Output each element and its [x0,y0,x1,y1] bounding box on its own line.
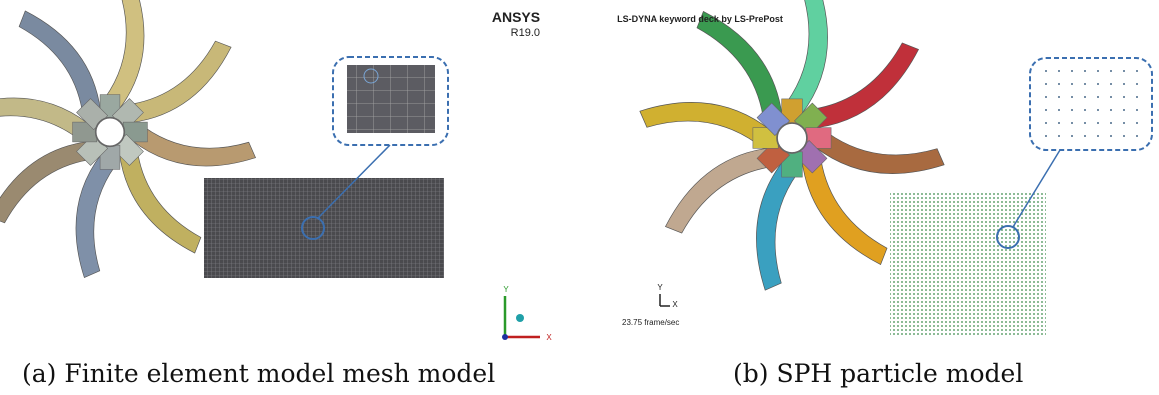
ansys-logo: ANSYS [492,9,540,25]
caption: (b) SPH particle model [733,359,1023,388]
zoom-particles [1042,66,1142,144]
frame-rate: 23.75 frame/sec [622,318,679,327]
zoom-mesh [347,65,435,133]
axis-label: X [546,333,552,342]
axis-label: X [672,300,678,309]
axis-label: Y [503,285,509,294]
caption: (a) Finite element model mesh model [22,359,495,388]
axis-label: Y [657,283,663,292]
hub [96,118,125,147]
figure: ANSYS R19.0 Y X LS-DYNA keyword deck by … [0,0,1159,395]
hub [777,123,807,153]
ansys-version: R19.0 [511,27,540,39]
axis-triad: Y X [502,285,552,342]
header: LS-DYNA keyword deck by LS-PrePost [617,14,783,24]
axis-triad: Y X [657,283,678,309]
sph-particles [890,192,1046,335]
